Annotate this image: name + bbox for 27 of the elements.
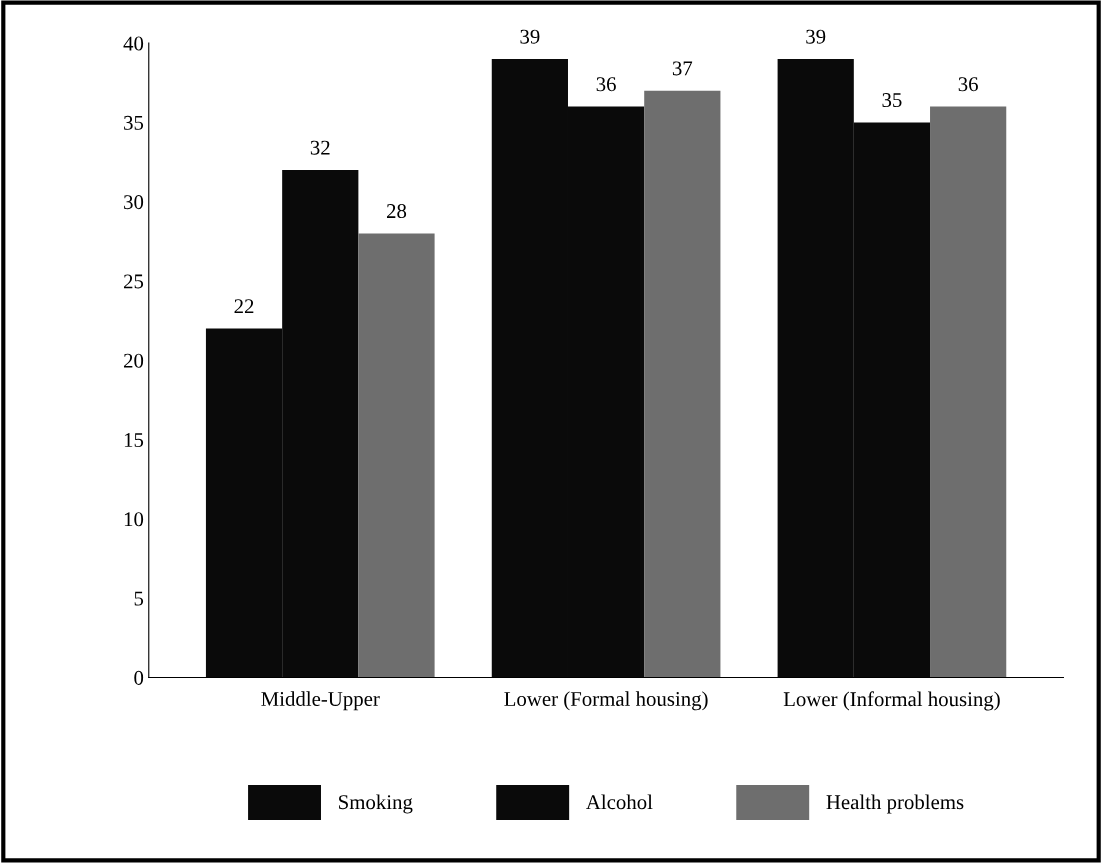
bar [930,106,1007,678]
y-tick-label: 20 [123,353,144,368]
x-tick-label: Middle-Upper [261,691,380,711]
bar [644,90,721,678]
y-tick-label: 5 [134,591,144,606]
bar [358,233,435,678]
y-tick-label: 0 [134,670,144,685]
legend-label: Alcohol [586,794,653,810]
y-tick-label: 25 [123,274,144,289]
data-label: 36 [958,77,978,92]
data-label: 28 [386,204,407,219]
data-label: 36 [596,77,616,92]
x-tick-label: Lower (Informal housing) [783,691,1000,711]
legend-label: Smoking [339,794,413,814]
data-label: 39 [520,29,540,44]
data-label: 37 [672,61,693,76]
legend-label: Health problems [826,794,964,814]
data-label: 35 [882,93,902,108]
data-label: 22 [234,299,254,314]
data-label: 32 [310,140,330,155]
y-tick-label: 10 [124,512,144,527]
y-tick-label: 35 [124,115,144,130]
x-tick-label: Lower (Formal housing) [504,691,708,711]
y-tick-label: 15 [124,433,144,448]
y-tick-label: 30 [124,195,144,210]
y-tick-label: 40 [123,36,144,51]
data-label: 39 [806,29,826,44]
